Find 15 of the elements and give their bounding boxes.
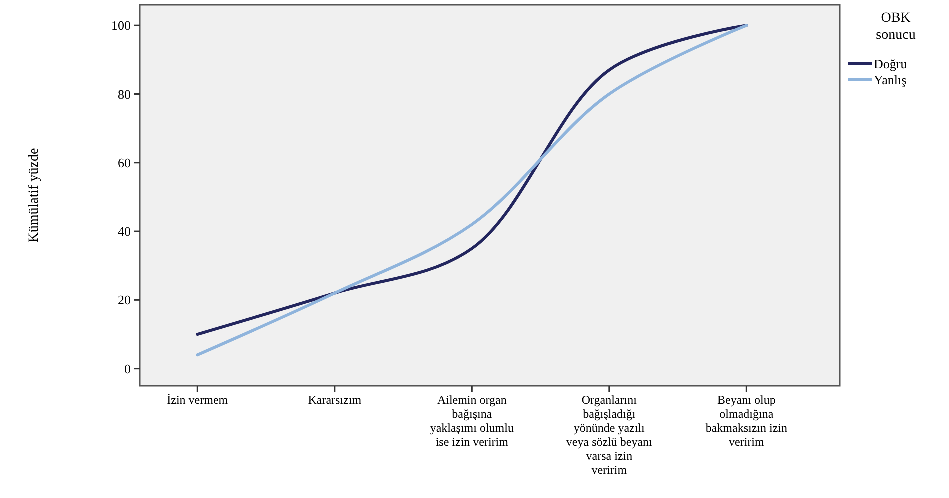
x-tick-label: İzin vermem [167, 393, 229, 407]
legend-label: Yanlış [874, 72, 907, 88]
x-tick-label: Ailemin organ bağışına yaklaşımı olumlu ise izin veririm [430, 393, 514, 449]
y-tick-label: 80 [118, 86, 131, 102]
x-tick-label: Beyanı olup olmadığına bakmaksızın izin veririm [706, 393, 788, 449]
x-tick-label: Organlarını bağışladığı yönünde yazılı veya sözlü beyanı varsa izin veririm [566, 393, 654, 477]
y-tick-label: 20 [118, 292, 131, 308]
legend-label: Doğru [874, 56, 908, 72]
y-tick-label: 60 [118, 155, 131, 170]
y-tick-label: 0 [124, 361, 131, 376]
x-tick-label: Kararsızım [308, 393, 362, 407]
y-axis-title: Kümülatif yüzde [27, 148, 42, 243]
y-tick-label: 100 [112, 18, 131, 34]
legend-title: OBK sonucu [876, 11, 916, 43]
y-tick-label: 40 [118, 224, 131, 240]
